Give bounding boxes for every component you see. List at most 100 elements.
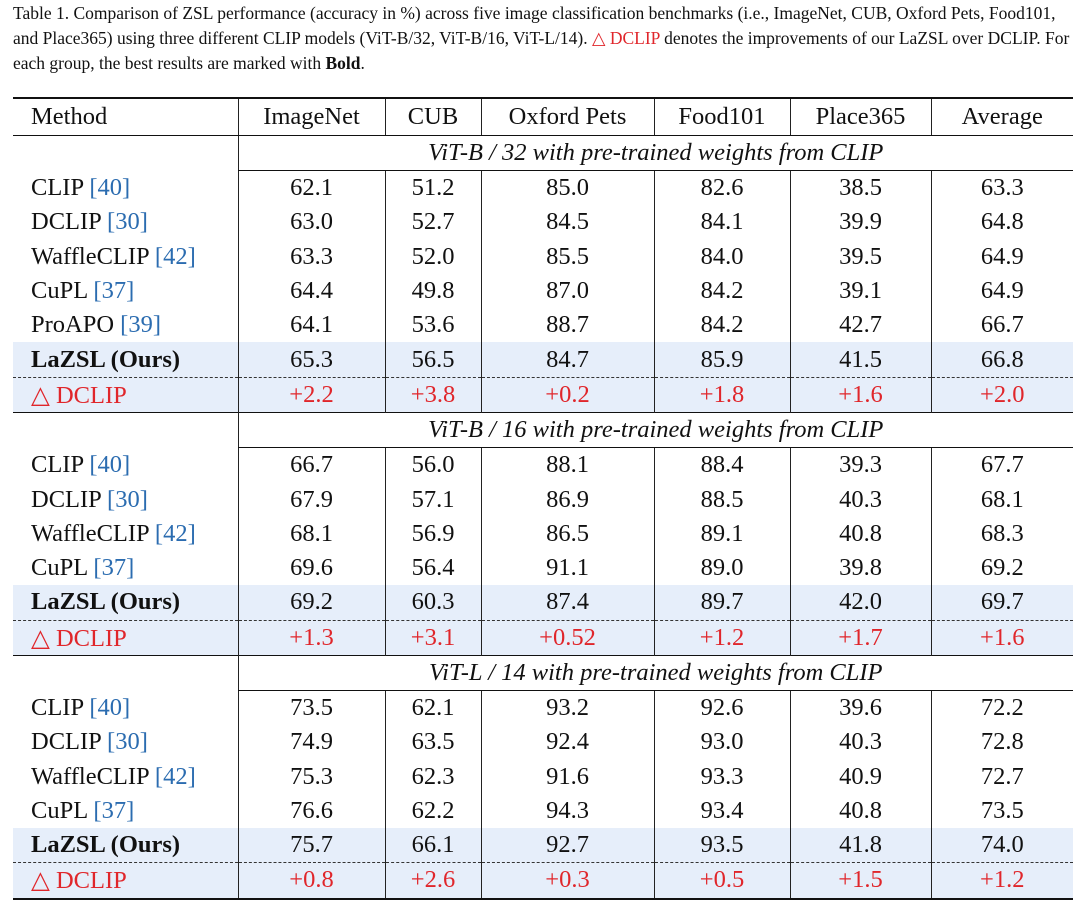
method-name: LaZSL (Ours) <box>13 342 238 378</box>
value-cell: 88.7 <box>480 308 654 343</box>
value-cell: 67.9 <box>237 482 385 517</box>
value-cell: 39.6 <box>789 690 931 726</box>
value-cell: 92.6 <box>653 690 790 726</box>
value-cell: 88.5 <box>653 482 790 517</box>
ours-row: LaZSL (Ours) 65.3 56.5 84.7 85.9 41.5 66.8 <box>13 342 1073 378</box>
value-cell: +0.8 <box>237 862 385 900</box>
value-cell: 64.4 <box>237 273 385 309</box>
citation-link[interactable]: [30] <box>107 485 148 513</box>
table-row: CuPL [37] 76.6 62.2 94.3 93.4 40.8 73.5 <box>13 793 1073 829</box>
citation-link[interactable]: [40] <box>89 173 131 201</box>
value-cell: 73.5 <box>930 793 1073 829</box>
citation-number: 40 <box>97 450 122 478</box>
value-cell: 56.9 <box>384 516 481 551</box>
citation-link[interactable]: [40] <box>89 450 131 478</box>
method-name: WaffleCLIP <box>31 242 149 270</box>
table-row: CLIP [40] 66.7 56.0 88.1 88.4 39.3 67.7 <box>13 447 1073 483</box>
value-cell: 62.1 <box>237 170 385 206</box>
method-cell: WaffleCLIP [42] <box>13 759 238 793</box>
value-cell: 74.9 <box>237 725 385 760</box>
value-cell: 65.3 <box>237 342 385 378</box>
value-cell: 93.5 <box>653 828 790 863</box>
value-cell: 63.3 <box>237 239 385 274</box>
value-cell: 66.7 <box>930 308 1073 343</box>
value-cell: 82.6 <box>653 170 790 206</box>
table-row: DCLIP [30] 63.0 52.7 84.5 84.1 39.9 64.8 <box>13 205 1073 240</box>
value-cell: 40.3 <box>789 482 931 517</box>
method-cell: DCLIP [30] <box>13 205 238 239</box>
value-cell: 86.9 <box>480 482 654 517</box>
value-cell: +1.5 <box>789 862 931 900</box>
citation-link[interactable]: [37] <box>93 277 135 305</box>
value-cell: +1.6 <box>789 376 931 413</box>
citation-link[interactable]: [30] <box>107 728 148 756</box>
value-cell: +1.6 <box>930 619 1073 656</box>
value-cell: 62.3 <box>384 759 481 794</box>
table-row: WaffleCLIP [42] 68.1 56.9 86.5 89.1 40.8 68.3 <box>13 516 1073 551</box>
value-cell: 75.3 <box>237 759 385 794</box>
method-cell: DCLIP [30] <box>13 482 238 516</box>
value-cell: 57.1 <box>384 482 481 517</box>
table-caption: Table 1. Comparison of ZSL performance (… <box>13 1 1071 76</box>
group-header-row: ViT-L / 14 with pre-trained weights from… <box>13 654 1073 691</box>
caption-mid: denotes the improvements of our LaZSL ov… <box>13 28 1070 73</box>
value-cell: 76.6 <box>237 793 385 829</box>
value-cell: 68.1 <box>237 516 385 551</box>
header-row: Method ImageNet CUB Oxford Pets Food101 … <box>13 97 1073 136</box>
value-cell: +0.52 <box>480 619 654 656</box>
value-cell: 63.0 <box>237 205 385 240</box>
value-cell: 92.7 <box>480 828 654 863</box>
citation-link[interactable]: [42] <box>154 762 196 790</box>
value-cell: 41.5 <box>789 342 931 378</box>
citation-number: 30 <box>115 485 140 513</box>
value-cell: 69.7 <box>930 585 1073 621</box>
value-cell: 89.7 <box>653 585 790 621</box>
method-name: DCLIP <box>31 208 101 236</box>
value-cell: 85.0 <box>480 170 654 206</box>
method-cell: CuPL [37] <box>13 274 238 308</box>
citation-number: 42 <box>163 242 188 270</box>
delta-label: △ DCLIP <box>13 619 238 656</box>
value-cell: 63.5 <box>384 725 481 760</box>
citation-link[interactable]: [42] <box>154 519 196 547</box>
citation-link[interactable]: [39] <box>120 311 162 339</box>
citation-link[interactable]: [37] <box>93 796 135 824</box>
value-cell: 72.8 <box>930 725 1073 760</box>
value-cell: 89.0 <box>653 550 790 586</box>
value-cell: +3.8 <box>384 376 481 413</box>
citation-number: 39 <box>128 311 153 339</box>
column-header: Food101 <box>653 97 790 136</box>
value-cell: 49.8 <box>384 273 481 309</box>
citation-link[interactable]: [40] <box>89 693 131 721</box>
value-cell: 63.3 <box>930 170 1073 206</box>
table-row: DCLIP [30] 67.9 57.1 86.9 88.5 40.3 68.1 <box>13 482 1073 517</box>
value-cell: 39.9 <box>789 205 931 240</box>
citation-link[interactable]: [37] <box>93 554 135 582</box>
value-cell: 56.4 <box>384 550 481 586</box>
method-name: WaffleCLIP <box>31 762 149 790</box>
value-cell: 64.8 <box>930 205 1073 240</box>
value-cell: 68.1 <box>930 482 1073 517</box>
method-name: WaffleCLIP <box>31 519 149 547</box>
method-cell: WaffleCLIP [42] <box>13 240 238 274</box>
value-cell: 62.2 <box>384 793 481 829</box>
value-cell: 86.5 <box>480 516 654 551</box>
value-cell: 84.1 <box>653 205 790 240</box>
value-cell: +1.2 <box>653 619 790 656</box>
method-cell: CLIP [40] <box>13 448 238 483</box>
method-name: CuPL <box>31 554 88 582</box>
citation-number: 40 <box>97 693 122 721</box>
value-cell: 64.9 <box>930 273 1073 309</box>
method-cell: CuPL [37] <box>13 551 238 585</box>
citation-link[interactable]: [30] <box>107 208 148 236</box>
delta-row: △ DCLIP +2.2 +3.8 +0.2 +1.8 +1.6 +2.0 <box>13 376 1073 413</box>
value-cell: 38.5 <box>789 170 931 206</box>
citation-number: 37 <box>101 554 127 582</box>
value-cell: 85.9 <box>653 342 790 378</box>
citation-link[interactable]: [42] <box>154 242 196 270</box>
table-row: CLIP [40] 73.5 62.1 93.2 92.6 39.6 72.2 <box>13 690 1073 726</box>
group-header-row: ViT-B / 16 with pre-trained weights from… <box>13 412 1073 449</box>
value-cell: 56.5 <box>384 342 481 378</box>
value-cell: 85.5 <box>480 239 654 274</box>
table-row: WaffleCLIP [42] 75.3 62.3 91.6 93.3 40.9 72.7 <box>13 759 1073 794</box>
